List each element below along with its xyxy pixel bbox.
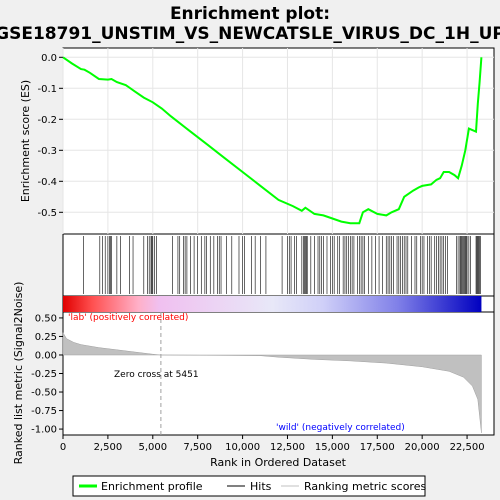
hit-markers <box>83 236 481 294</box>
metric-y-axis-label: Ranked list metric (Signal2Noise) <box>12 282 25 465</box>
metric-tick-label: 0.25 <box>35 332 57 343</box>
x-tick-label: 22,500 <box>450 442 485 453</box>
legend-item-hits: Hits <box>250 480 272 493</box>
x-tick-label: 17,500 <box>360 442 395 453</box>
zero-cross-label: Zero cross at 5451 <box>114 370 199 380</box>
es-panel <box>62 47 495 235</box>
x-tick-label: 20,000 <box>405 442 440 453</box>
es-tick-label: -0.5 <box>37 208 57 219</box>
x-tick-label: 15,000 <box>315 442 350 453</box>
metric-tick-label: -1.00 <box>31 425 57 436</box>
metric-y-axis: 0.50 0.25 0.00 -0.25 -0.50 -0.75 -1.00 <box>31 313 63 436</box>
metric-tick-label: -0.75 <box>31 406 57 417</box>
x-tick-label: 2,500 <box>94 442 123 453</box>
es-y-axis: 0.0 -0.1 -0.2 -0.3 -0.4 -0.5 <box>37 53 63 219</box>
ranking-metric-area <box>62 312 482 435</box>
es-tick-label: -0.4 <box>37 177 57 188</box>
es-tick-label: -0.2 <box>37 115 57 126</box>
enrichment-profile-path <box>62 56 483 225</box>
es-tick-label: 0.0 <box>41 53 57 64</box>
chart-title-line1: Enrichment plot: <box>170 4 330 24</box>
x-tick-label: 12,500 <box>270 442 305 453</box>
ranking-metric-fill <box>62 331 482 433</box>
es-tick-label: -0.1 <box>37 84 57 95</box>
metric-tick-label: 0.50 <box>35 313 57 324</box>
metric-tick-label: 0.00 <box>35 350 57 361</box>
x-axis-label: Rank in Ordered Dataset <box>210 456 347 469</box>
metric-tick-label: -0.50 <box>31 388 57 399</box>
legend-box <box>72 475 426 497</box>
legend: Enrichment profile Hits Ranking metric s… <box>72 475 426 497</box>
x-tick-label: 5,000 <box>138 442 167 453</box>
negative-correlation-label: 'wild' (negatively correlated) <box>276 423 405 433</box>
legend-item-profile: Enrichment profile <box>101 480 203 493</box>
metric-panel <box>62 311 495 436</box>
x-axis: 0 2,500 5,000 7,500 10,000 12,500 15,000 17,500… <box>60 435 485 453</box>
es-y-axis-label: Enrichment score (ES) <box>19 80 32 202</box>
x-tick-label: 10,000 <box>225 442 260 453</box>
es-tick-label: -0.3 <box>37 146 57 157</box>
metric-tick-label: -0.25 <box>31 369 57 380</box>
legend-item-metric: Ranking metric scores <box>304 480 426 493</box>
chart-title-line2: GSE18791_UNSTIM_VS_NEWCATSLE_VIRUS_DC_1H… <box>0 24 500 44</box>
x-tick-label: 0 <box>60 442 66 453</box>
enrichment-profile-line <box>62 56 483 225</box>
rank-colorbar <box>63 296 482 312</box>
x-tick-label: 7,500 <box>183 442 212 453</box>
positive-correlation-label: 'lab' (positively correlated) <box>68 313 188 323</box>
